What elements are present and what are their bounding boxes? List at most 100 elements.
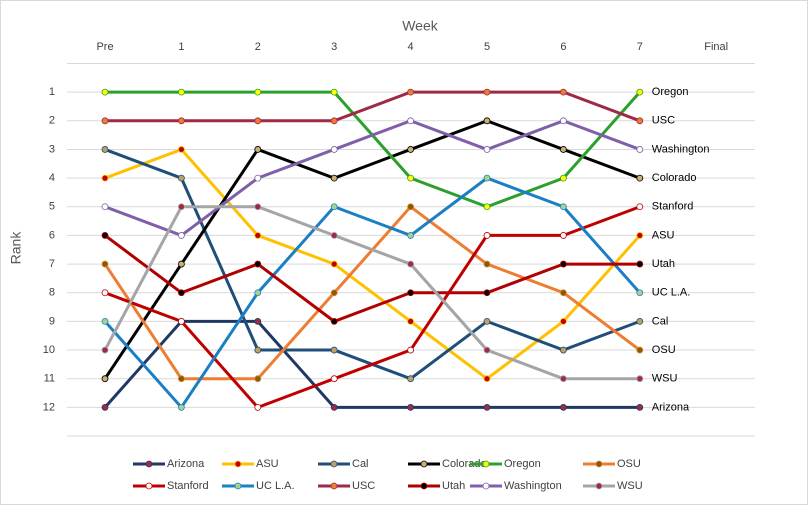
legend-marker <box>330 460 338 468</box>
marker <box>177 146 185 153</box>
marker <box>483 346 491 354</box>
x-tick-label: Final <box>704 41 728 53</box>
marker <box>407 174 415 182</box>
marker <box>177 88 185 96</box>
series-line <box>103 119 641 380</box>
marker <box>483 375 491 383</box>
y-tick-label: 11 <box>44 373 55 385</box>
marker <box>636 289 644 297</box>
marker <box>560 346 567 354</box>
x-tick-label: 2 <box>255 41 261 53</box>
marker <box>407 232 415 239</box>
legend-item: Cal <box>318 458 369 470</box>
marker <box>254 174 262 182</box>
marker <box>483 260 491 268</box>
series-line <box>104 119 641 238</box>
legend-item: OSU <box>583 458 641 470</box>
series-line <box>104 234 640 324</box>
marker <box>254 146 262 153</box>
series-line <box>104 147 641 381</box>
y-tick-label: 4 <box>49 172 55 184</box>
marker <box>483 232 491 239</box>
series-line <box>105 90 641 123</box>
legend-item: UC L.A. <box>222 480 295 492</box>
marker <box>407 146 415 153</box>
y-tick-label: 1 <box>49 86 55 98</box>
series-line <box>103 205 640 381</box>
legend-marker <box>482 482 490 490</box>
marker <box>177 117 185 125</box>
legend-marker <box>420 460 428 468</box>
y-tick-label: 2 <box>49 115 55 127</box>
legend-label: Oregon <box>504 458 541 470</box>
legend-item: Washington <box>470 480 562 492</box>
legend-marker <box>234 460 242 468</box>
marker <box>483 146 491 153</box>
marker <box>560 232 567 239</box>
marker <box>560 88 567 96</box>
legend-label: Stanford <box>167 480 209 492</box>
marker <box>560 317 567 325</box>
series: UC L.A. <box>101 174 690 411</box>
x-tick-label: Pre <box>96 41 113 53</box>
marker <box>483 317 491 325</box>
marker <box>483 203 491 211</box>
marker <box>177 174 185 182</box>
marker <box>483 174 491 182</box>
series: USC <box>101 88 675 127</box>
legend-label: WSU <box>617 480 643 492</box>
marker <box>560 289 567 297</box>
end-label: Stanford <box>652 201 694 213</box>
legend-marker <box>330 482 338 490</box>
series-line <box>103 176 641 410</box>
marker <box>636 203 644 211</box>
series-line <box>104 205 641 410</box>
y-tick-label: 3 <box>49 143 55 155</box>
end-label: Arizona <box>652 401 690 413</box>
series: Colorado <box>101 117 696 383</box>
marker <box>560 117 567 125</box>
legend-marker <box>595 460 603 468</box>
marker <box>254 232 262 239</box>
y-tick-label: 12 <box>43 401 55 413</box>
marker <box>407 375 415 383</box>
x-tick-label: 4 <box>408 41 414 53</box>
marker <box>101 174 109 182</box>
end-label: Oregon <box>652 86 689 98</box>
legend-label: USC <box>352 480 375 492</box>
legend-item: USC <box>318 480 375 492</box>
x-tick-label: 3 <box>331 41 337 53</box>
legend-label: Cal <box>352 458 369 470</box>
legend-marker <box>595 482 603 490</box>
marker <box>254 260 262 268</box>
marker <box>101 203 109 211</box>
legend-item: WSU <box>583 480 643 492</box>
legend-item: Stanford <box>133 480 209 492</box>
end-label: Washington <box>652 143 710 155</box>
marker <box>407 117 415 125</box>
marker <box>407 317 415 325</box>
marker <box>177 260 185 268</box>
marker <box>177 232 185 239</box>
marker <box>254 289 262 297</box>
marker <box>101 260 109 268</box>
marker <box>636 375 644 383</box>
legend-marker <box>145 460 153 468</box>
series: ASU <box>101 146 674 383</box>
marker <box>330 232 338 239</box>
legend-item: Utah <box>408 480 465 492</box>
marker <box>177 317 185 325</box>
marker <box>254 346 262 354</box>
marker <box>101 346 109 354</box>
marker <box>407 260 415 268</box>
y-tick-label: 8 <box>49 287 55 299</box>
marker <box>330 146 338 153</box>
marker <box>330 317 338 325</box>
marker <box>407 203 415 211</box>
marker <box>560 146 567 153</box>
y-tick-label: 7 <box>49 258 55 270</box>
marker <box>330 260 338 268</box>
marker <box>407 346 415 354</box>
marker <box>177 403 185 411</box>
